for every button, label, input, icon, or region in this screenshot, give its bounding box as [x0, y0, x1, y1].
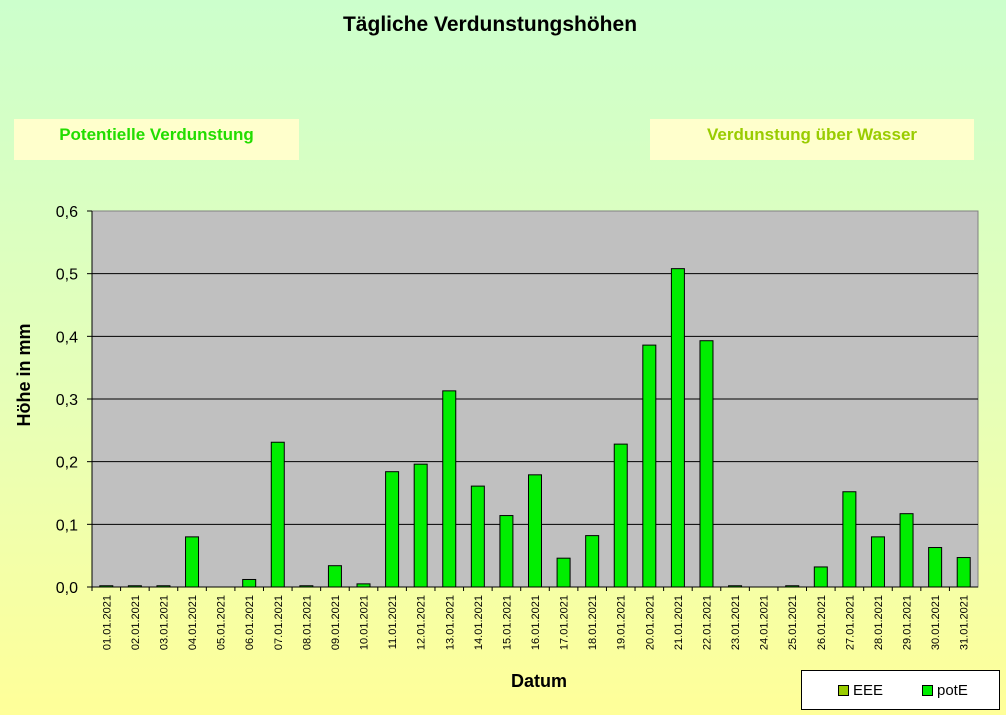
x-tick-label: 21.01.2021: [673, 595, 685, 650]
bar-pote: [556, 557, 571, 588]
bar-pote: [642, 344, 657, 588]
x-tick-label: 01.01.2021: [101, 595, 113, 650]
x-tick-label: 04.01.2021: [187, 595, 199, 650]
bar-pote: [442, 390, 457, 588]
bar-pote: [813, 566, 828, 588]
x-tick-label: 18.01.2021: [587, 595, 599, 650]
legend-swatch-pote: [922, 685, 933, 696]
x-tick-label: 06.01.2021: [244, 595, 256, 650]
y-tick-label: 0,3: [56, 392, 78, 409]
bar-pote: [185, 536, 200, 588]
x-tick-label: 16.01.2021: [530, 595, 542, 650]
bar-pote: [528, 474, 542, 588]
legend-box-potential-evaporation: Potentielle Verdunstung: [14, 119, 299, 160]
y-tick-label: 0,1: [56, 517, 78, 534]
bar-pote: [899, 513, 914, 588]
bar-pote: [470, 485, 485, 588]
x-tick-label: 26.01.2021: [816, 595, 828, 650]
bar-pote: [385, 471, 400, 588]
series-legend: EEE potE: [801, 670, 1000, 710]
bar-pote: [613, 443, 628, 588]
x-tick-label: 12.01.2021: [416, 595, 428, 650]
x-tick-label: 17.01.2021: [559, 595, 571, 650]
x-tick-label: 23.01.2021: [730, 595, 742, 650]
x-tick-label: 29.01.2021: [902, 595, 914, 650]
x-tick-label: 11.01.2021: [387, 595, 399, 649]
x-axis-label: Datum: [511, 671, 567, 691]
bar-pote: [499, 515, 514, 588]
bar-pote: [585, 535, 600, 588]
x-tick-label: 31.01.2021: [959, 595, 971, 650]
x-tick-label: 22.01.2021: [701, 595, 713, 650]
y-tick-label: 0,2: [56, 455, 78, 472]
legend-item-pote: potE: [922, 682, 968, 699]
bar-pote: [870, 536, 885, 588]
bar-pote: [956, 557, 971, 588]
x-tick-label: 30.01.2021: [930, 595, 942, 650]
bar-pote: [842, 491, 857, 588]
legend-swatch-eee: [838, 685, 849, 696]
x-tick-label: 24.01.2021: [759, 595, 771, 650]
x-tick-label: 27.01.2021: [844, 595, 856, 650]
x-tick-label: 07.01.2021: [273, 595, 285, 650]
legend-item-eee: EEE: [838, 682, 883, 699]
x-tick-label: 09.01.2021: [330, 595, 342, 650]
y-tick-label: 0,6: [56, 204, 78, 221]
y-tick-label: 0,0: [56, 580, 78, 597]
bar-pote: [670, 268, 685, 588]
x-ticks: 01.01.2021 02.01.2021 03.01.2021 04.01.2021…: [91, 587, 971, 650]
legend-box-evaporation-over-water: Verdunstung über Wasser: [650, 119, 974, 160]
bar-pote: [270, 441, 285, 588]
bars-group: [99, 268, 971, 588]
x-tick-label: 13.01.2021: [444, 595, 456, 650]
x-tick-label: 15.01.2021: [501, 595, 513, 650]
x-tick-label: 20.01.2021: [644, 595, 656, 650]
y-tick-label: 0,5: [56, 267, 78, 284]
legend-label-eee: EEE: [853, 682, 884, 699]
y-axis-label: Höhe in mm: [14, 323, 34, 426]
x-tick-label: 05.01.2021: [216, 595, 228, 650]
bar-pote: [327, 565, 342, 588]
chart-title: Tägliche Verdunstungshöhen: [342, 13, 638, 36]
y-ticks: 0,0 0,1 0,2 0,3 0,4 0,5 0,6: [56, 204, 978, 597]
grid-lines: [92, 273, 978, 525]
x-tick-label: 28.01.2021: [873, 595, 885, 650]
x-tick-label: 25.01.2021: [787, 595, 799, 650]
x-tick-label: 03.01.2021: [158, 595, 170, 650]
x-tick-label: 08.01.2021: [301, 595, 313, 650]
x-tick-label: 19.01.2021: [616, 595, 628, 650]
bar-pote: [928, 547, 943, 588]
bar-pote: [242, 578, 257, 588]
bar-pote: [413, 463, 428, 588]
legend-label-pote: potE: [937, 682, 968, 699]
x-tick-label: 14.01.2021: [473, 595, 485, 650]
x-tick-label: 10.01.2021: [359, 595, 371, 650]
bar-pote: [699, 340, 714, 588]
y-tick-label: 0,4: [56, 329, 78, 346]
x-tick-label: 02.01.2021: [130, 595, 142, 650]
